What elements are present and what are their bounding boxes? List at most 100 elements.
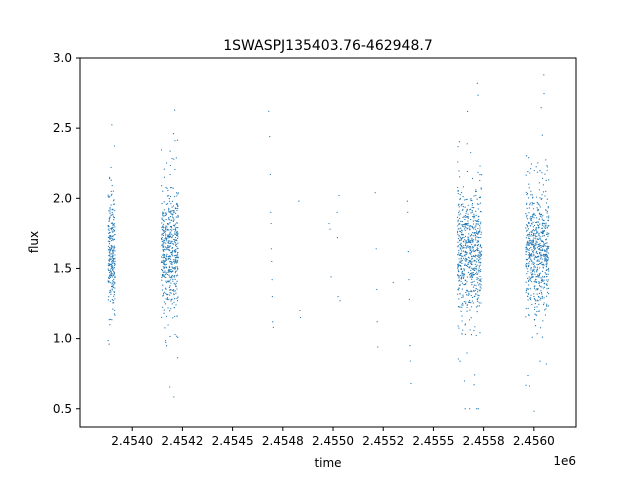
data-point <box>112 250 114 252</box>
data-point <box>527 221 530 224</box>
data-point <box>476 278 478 281</box>
data-point <box>471 204 473 206</box>
data-point <box>531 216 534 218</box>
data-point <box>466 304 468 306</box>
data-point <box>545 273 548 275</box>
data-point <box>541 264 543 266</box>
data-point <box>109 251 111 253</box>
data-point <box>470 281 472 284</box>
data-point <box>459 217 461 219</box>
data-point <box>465 223 468 226</box>
data-point <box>174 225 176 227</box>
data-point <box>109 257 111 259</box>
data-point <box>469 246 471 248</box>
data-point <box>480 269 482 271</box>
data-point <box>299 309 301 312</box>
data-point <box>374 192 376 194</box>
data-point <box>474 263 476 265</box>
data-point <box>533 233 535 236</box>
data-point <box>541 239 543 242</box>
data-point <box>108 229 110 232</box>
data-point <box>164 246 166 248</box>
data-point <box>175 275 178 277</box>
data-point <box>111 246 113 249</box>
data-point <box>112 308 114 310</box>
data-point <box>530 163 533 165</box>
data-point <box>474 234 476 236</box>
data-point <box>473 239 475 241</box>
data-point <box>478 302 480 304</box>
data-point <box>462 304 464 306</box>
data-point <box>111 247 113 250</box>
data-point <box>457 293 459 295</box>
data-point <box>464 279 466 281</box>
data-point <box>545 225 547 227</box>
data-point <box>474 254 476 256</box>
data-point <box>533 217 535 219</box>
data-point <box>533 255 535 257</box>
data-point <box>465 216 468 218</box>
data-point <box>475 261 478 263</box>
data-point <box>466 198 468 200</box>
data-point <box>545 258 547 260</box>
data-point <box>534 238 536 240</box>
data-point <box>167 189 169 192</box>
data-point <box>111 222 114 224</box>
data-point <box>109 258 111 260</box>
data-point <box>170 225 172 228</box>
data-point <box>547 219 549 222</box>
plot-frame <box>79 57 577 428</box>
data-point <box>478 249 480 252</box>
data-point <box>173 209 175 211</box>
data-point <box>536 232 538 234</box>
data-point <box>547 273 549 275</box>
data-point <box>114 254 116 256</box>
data-point <box>461 259 463 261</box>
data-point <box>471 276 474 278</box>
data-point <box>107 245 110 247</box>
data-point <box>173 219 175 221</box>
data-point <box>457 245 459 247</box>
data-point <box>477 289 479 291</box>
data-point <box>165 282 168 284</box>
data-point <box>525 281 527 283</box>
data-point <box>169 211 171 213</box>
data-point <box>329 228 331 230</box>
data-point <box>538 260 540 263</box>
data-point <box>476 82 478 84</box>
data-point <box>109 246 111 249</box>
data-point <box>541 194 543 196</box>
data-point <box>175 232 178 234</box>
data-point <box>163 271 165 273</box>
data-point <box>109 274 111 276</box>
data-point <box>461 273 463 275</box>
data-point <box>539 360 541 362</box>
data-point <box>462 296 464 298</box>
data-point <box>534 242 536 245</box>
data-point <box>531 202 533 204</box>
data-point <box>166 297 169 299</box>
data-point <box>478 232 480 234</box>
data-point <box>527 237 530 239</box>
data-point <box>176 335 178 337</box>
data-point <box>474 249 477 252</box>
data-point <box>528 254 531 256</box>
data-point <box>537 243 540 246</box>
data-point <box>527 292 529 294</box>
data-point <box>173 396 175 398</box>
data-point <box>168 257 170 259</box>
data-point <box>108 319 110 321</box>
data-point <box>175 233 177 235</box>
data-point <box>546 305 548 307</box>
data-point <box>167 223 169 226</box>
data-point <box>544 314 547 316</box>
data-point <box>108 275 110 277</box>
data-point <box>529 278 531 280</box>
data-point <box>548 293 550 295</box>
data-point <box>168 217 170 219</box>
data-point <box>167 324 169 326</box>
data-point <box>462 250 465 252</box>
data-point <box>111 184 113 187</box>
data-point <box>473 267 475 269</box>
data-point <box>479 229 481 231</box>
